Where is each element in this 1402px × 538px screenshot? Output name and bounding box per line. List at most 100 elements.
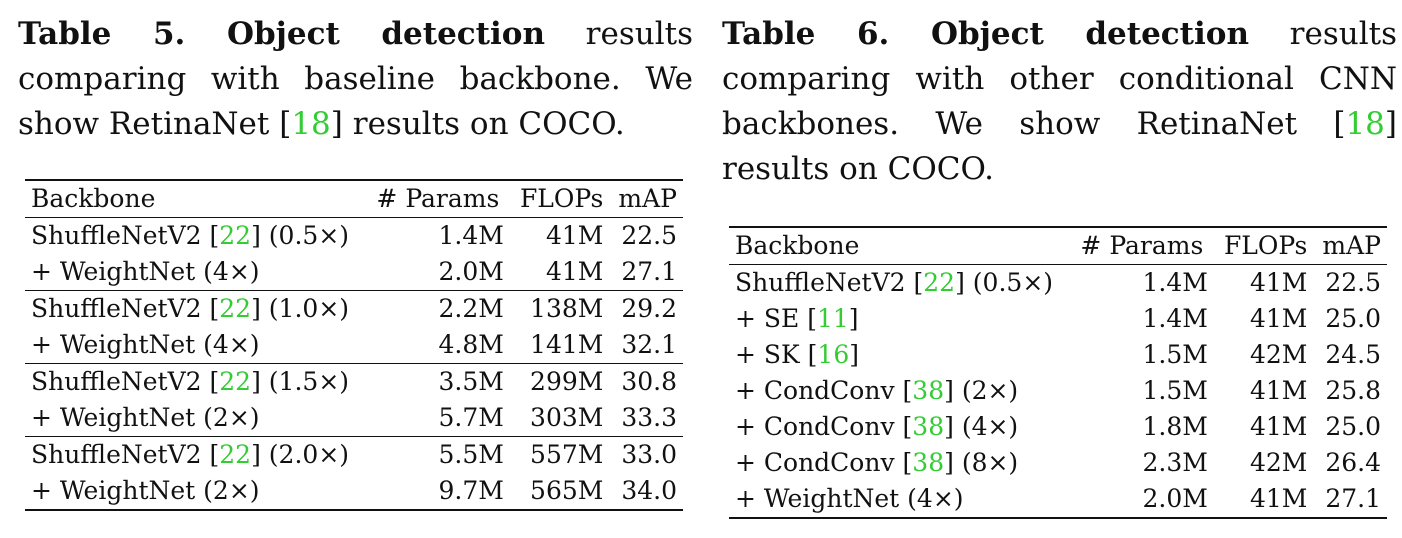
cell-params: 1.5M — [1142, 376, 1208, 405]
cell-params: 3.5M — [438, 367, 504, 396]
caption-text: results comparing with baseline backbone… — [18, 16, 693, 142]
cell-map: 34.0 — [621, 476, 677, 505]
table-row: + CondConv [38] (4×) 1.8M 41M 25.0 — [729, 409, 1387, 445]
cell-params: 2.3M — [1142, 448, 1208, 477]
cell-map: 30.8 — [621, 367, 677, 396]
table-row: ShuffleNetV2 [22] (0.5×) 1.4M 41M 22.5 — [25, 217, 683, 255]
cell-map: 26.4 — [1325, 448, 1381, 477]
cell-map: 25.0 — [1325, 304, 1381, 333]
table-5: Backbone # Params FLOPs mAP ShuffleNetV2… — [25, 179, 683, 511]
citation-link[interactable]: 38 — [912, 448, 945, 477]
cell-flops: 41M — [1249, 412, 1308, 441]
backbone-width: (0.5×) — [260, 221, 350, 250]
backbone-name: + WeightNet (4×) — [31, 330, 260, 359]
cell-map: 32.1 — [621, 330, 677, 359]
cell-flops: 41M — [1249, 484, 1308, 513]
cell-flops: 42M — [1249, 448, 1308, 477]
header-row: Backbone # Params FLOPs mAP — [25, 180, 683, 218]
cell-backbone: ShuffleNetV2 [22] (1.0×) — [31, 294, 350, 323]
table-row: + WeightNet (2×) 5.7M 303M 33.3 — [25, 400, 683, 437]
table-row: ShuffleNetV2 [22] (0.5×) 1.4M 41M 22.5 — [729, 264, 1387, 302]
backbone-width: (2.0×) — [260, 440, 350, 469]
cell-map: 33.3 — [621, 403, 677, 432]
cell-map: 22.5 — [621, 221, 677, 250]
cell-params: 1.4M — [1142, 304, 1208, 333]
table-row: + WeightNet (4×) 2.0M 41M 27.1 — [25, 254, 683, 291]
table-row: ShuffleNetV2 [22] (2.0×) 5.5M 557M 33.0 — [25, 436, 683, 474]
cell-backbone: + WeightNet (2×) — [25, 473, 369, 510]
cell-map: 25.0 — [1325, 412, 1381, 441]
cell-map: 22.5 — [1325, 268, 1381, 297]
cell-backbone: + SE [11] — [735, 304, 859, 333]
backbone-name: + SK — [735, 340, 808, 369]
backbone-width: (1.0×) — [260, 294, 350, 323]
citation-link[interactable]: 22 — [219, 440, 252, 469]
table-row: + SK [16] 1.5M 42M 24.5 — [729, 337, 1387, 373]
header-map: mAP — [1322, 231, 1381, 260]
cell-params: 2.0M — [1142, 484, 1208, 513]
backbone-width: (8×) — [953, 448, 1019, 477]
citation-link[interactable]: 18 — [1345, 106, 1385, 142]
cell-params: 1.8M — [1142, 412, 1208, 441]
backbone-name: ShuffleNetV2 — [31, 221, 210, 250]
header-params: Params — [1109, 231, 1204, 260]
cell-flops: 41M — [1249, 268, 1308, 297]
cell-map: 33.0 — [621, 440, 677, 469]
backbone-width: (0.5×) — [964, 268, 1054, 297]
header-params: Params — [405, 184, 500, 213]
cell-flops: 41M — [1249, 304, 1308, 333]
cell-backbone: + CondConv [38] (4×) — [735, 412, 1019, 441]
backbone-name: + SE — [735, 304, 808, 333]
citation-link[interactable]: 18 — [291, 106, 331, 142]
backbone-name: + CondConv — [735, 376, 903, 405]
cell-backbone: + WeightNet (4×) — [729, 481, 1073, 518]
header-hash: # — [376, 184, 398, 213]
cell-params: 5.5M — [438, 440, 504, 469]
caption-text: results comparing with other conditional… — [722, 16, 1397, 142]
cell-params: 2.2M — [438, 294, 504, 323]
header-row: Backbone # Params FLOPs mAP — [729, 227, 1387, 265]
backbone-width: (4×) — [953, 412, 1019, 441]
citation-link[interactable]: 38 — [912, 412, 945, 441]
table-row: + CondConv [38] (2×) 1.5M 41M 25.8 — [729, 373, 1387, 409]
backbone-name: + WeightNet (4×) — [735, 484, 964, 513]
citation-link[interactable]: 38 — [912, 376, 945, 405]
cell-map: 24.5 — [1325, 340, 1381, 369]
cell-flops: 42M — [1249, 340, 1308, 369]
backbone-width: (2×) — [953, 376, 1019, 405]
cell-flops: 299M — [530, 367, 604, 396]
cell-params: 9.7M — [438, 476, 504, 505]
citation-link[interactable]: 22 — [219, 367, 252, 396]
table-6-panel: Table 6. Object detection results compar… — [722, 0, 1397, 519]
table-row: + CondConv [38] (8×) 2.3M 42M 26.4 — [729, 445, 1387, 481]
cell-map: 27.1 — [621, 257, 677, 286]
cell-flops: 41M — [545, 221, 604, 250]
backbone-name: ShuffleNetV2 — [735, 268, 914, 297]
header-flops: FLOPs — [1223, 231, 1308, 260]
backbone-name: ShuffleNetV2 — [31, 294, 210, 323]
cell-params: 5.7M — [438, 403, 504, 432]
citation-link[interactable]: 22 — [219, 294, 252, 323]
cell-backbone: + CondConv [38] (8×) — [735, 448, 1019, 477]
table-row: ShuffleNetV2 [22] (1.0×) 2.2M 138M 29.2 — [25, 290, 683, 328]
cell-backbone: ShuffleNetV2 [22] (0.5×) — [735, 268, 1054, 297]
table-row: + WeightNet (4×) 4.8M 141M 32.1 — [25, 327, 683, 364]
backbone-name: + WeightNet (2×) — [31, 403, 260, 432]
cell-flops: 303M — [530, 403, 604, 432]
backbone-name: + CondConv — [735, 412, 903, 441]
cell-map: 27.1 — [1325, 484, 1381, 513]
backbone-name: + WeightNet (4×) — [31, 257, 260, 286]
cell-params: 1.4M — [438, 221, 504, 250]
cell-flops: 557M — [530, 440, 604, 469]
cell-flops: 141M — [530, 330, 604, 359]
cell-flops: 41M — [1249, 376, 1308, 405]
citation-link[interactable]: 16 — [817, 340, 850, 369]
cell-backbone: ShuffleNetV2 [22] (1.5×) — [31, 367, 350, 396]
cell-backbone: ShuffleNetV2 [22] (0.5×) — [31, 221, 350, 250]
citation-link[interactable]: 22 — [219, 221, 252, 250]
cell-backbone: + CondConv [38] (2×) — [735, 376, 1019, 405]
cell-backbone: + WeightNet (4×) — [25, 327, 369, 364]
cell-flops: 138M — [530, 294, 604, 323]
citation-link[interactable]: 11 — [816, 304, 849, 333]
citation-link[interactable]: 22 — [923, 268, 956, 297]
